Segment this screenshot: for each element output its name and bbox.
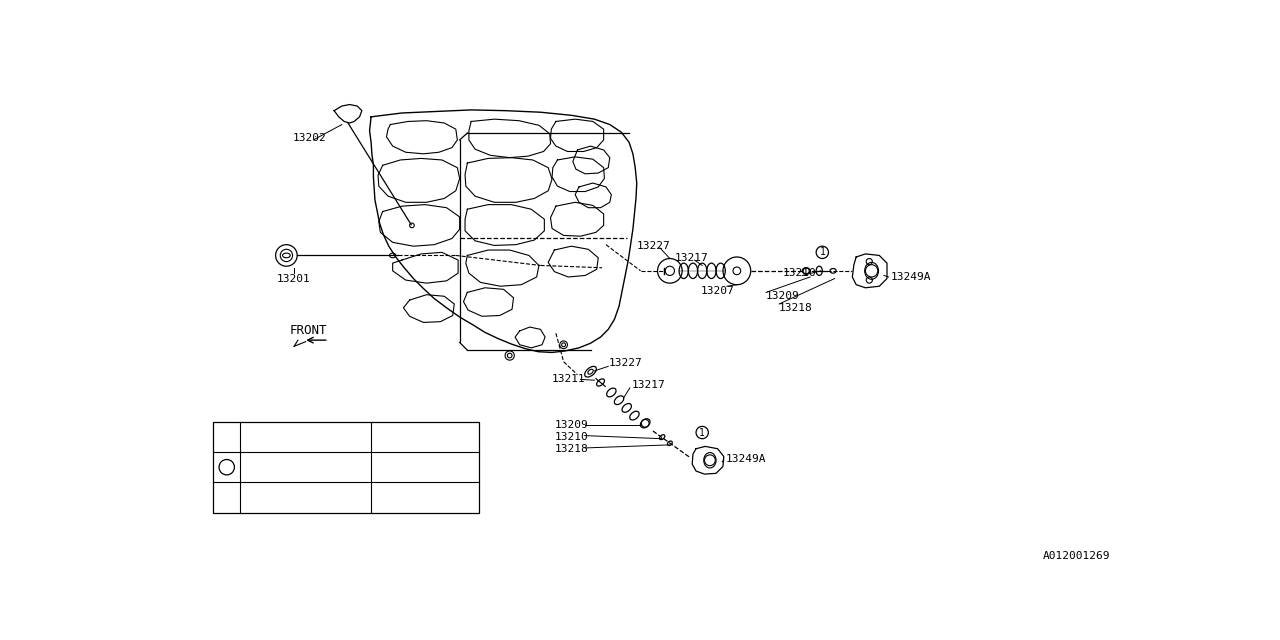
Text: 13210: 13210 <box>554 432 588 442</box>
Text: 13209: 13209 <box>554 420 588 430</box>
Text: 13296*A <RH&LH>: 13296*A <RH&LH> <box>244 492 338 502</box>
Text: 13217: 13217 <box>675 253 708 263</box>
Text: 13249A: 13249A <box>726 454 765 465</box>
Text: 13218: 13218 <box>554 444 588 454</box>
Text: 13296*A <RH>: 13296*A <RH> <box>244 432 319 442</box>
Text: 1: 1 <box>819 247 826 257</box>
Text: 13296*B <LH>: 13296*B <LH> <box>244 462 319 472</box>
Text: 13227: 13227 <box>636 241 671 251</box>
Text: ( -’13MY1308): ( -’13MY1308) <box>375 432 456 442</box>
Text: 1: 1 <box>699 428 705 438</box>
Text: (’14MY1307- ): (’14MY1307- ) <box>375 492 456 502</box>
Text: FRONT: FRONT <box>289 324 326 337</box>
Text: 13217: 13217 <box>631 380 666 390</box>
Text: 1: 1 <box>223 462 230 472</box>
Text: 13202: 13202 <box>293 133 326 143</box>
Text: 13210: 13210 <box>782 268 817 278</box>
Text: 13209: 13209 <box>767 291 800 301</box>
Bar <box>214 422 479 513</box>
Text: 13218: 13218 <box>780 303 813 313</box>
Text: 13201: 13201 <box>278 273 311 284</box>
Text: 13249A: 13249A <box>891 272 932 282</box>
Text: 13227: 13227 <box>608 358 643 368</box>
Text: A012001269: A012001269 <box>1042 551 1110 561</box>
Text: 13207: 13207 <box>700 286 735 296</box>
Text: 13211: 13211 <box>552 374 586 385</box>
